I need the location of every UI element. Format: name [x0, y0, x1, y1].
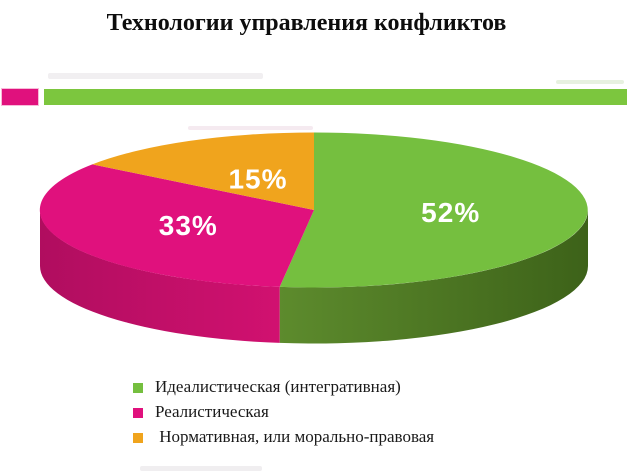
pie-label-idealistic: 52% [421, 197, 480, 228]
legend-swatch-realistic [133, 408, 143, 418]
watermark-ghost [556, 80, 624, 84]
legend-label-idealistic: Идеалистическая (интегративная) [155, 377, 401, 396]
legend-swatch-normative [133, 433, 143, 443]
accent-bar-magenta-segment [2, 89, 38, 105]
accent-bar-green-segment [44, 89, 627, 105]
watermark-ghost [188, 126, 313, 130]
legend-item-realistic: Реалистическая [133, 399, 434, 424]
pie-slice-side-realistic [39, 210, 280, 343]
chart-legend: Идеалистическая (интегративная) Реалисти… [133, 374, 434, 449]
watermark-ghost [140, 466, 262, 471]
pie-label-normative: 15% [228, 163, 287, 194]
pie-slice-realistic [39, 164, 314, 287]
pie-label-realistic: 33% [159, 210, 218, 241]
legend-label-realistic: Реалистическая [155, 402, 269, 421]
legend-item-normative: Нормативная, или морально-правовая [133, 424, 434, 449]
watermark-ghost [48, 73, 263, 79]
pie-slice-side-idealistic [279, 210, 588, 344]
legend-item-idealistic: Идеалистическая (интегративная) [133, 374, 434, 399]
pie-slice-idealistic [279, 132, 588, 288]
legend-swatch-idealistic [133, 383, 143, 393]
pie-slice-normative [92, 132, 314, 210]
legend-label-normative: Нормативная, или морально-правовая [155, 427, 435, 446]
slide-title: Технологии управления конфликтов [106, 10, 507, 36]
